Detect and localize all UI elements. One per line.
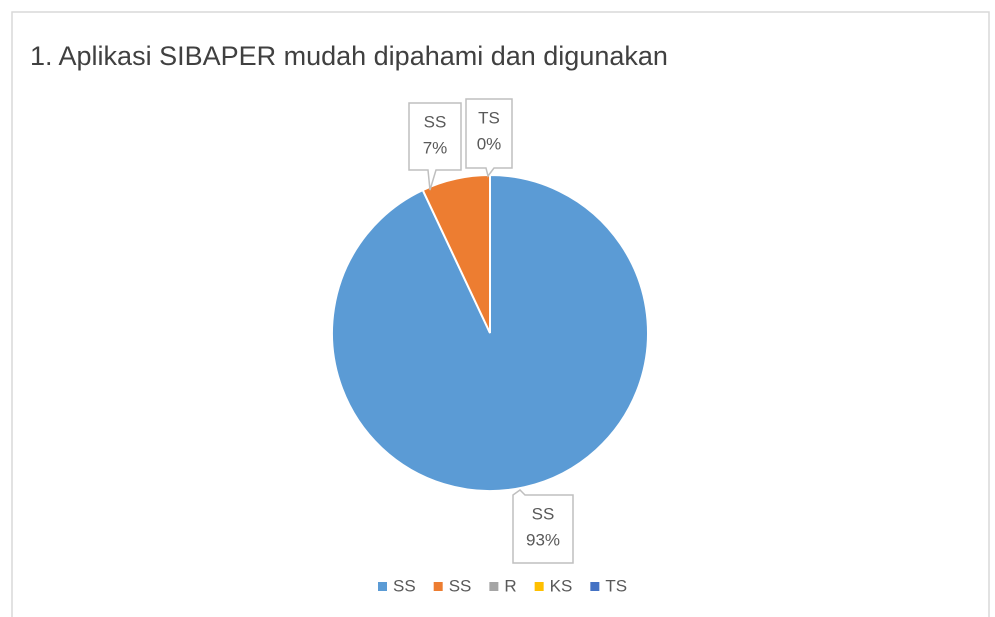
callout-box xyxy=(512,489,574,564)
legend-marker xyxy=(489,582,499,591)
legend-label: SS xyxy=(393,576,416,595)
legend-marker xyxy=(433,582,443,591)
data-label: 93% xyxy=(526,530,560,549)
data-label-category: SS xyxy=(424,112,447,131)
legend-marker xyxy=(590,582,600,591)
data-label-category: TS xyxy=(478,108,500,127)
chart-title: 1. Aplikasi SIBAPER mudah dipahami dan d… xyxy=(30,41,668,71)
legend-label: KS xyxy=(550,576,573,595)
callout-box xyxy=(408,102,462,191)
data-label: 0% xyxy=(477,134,502,153)
legend-label: R xyxy=(504,576,516,595)
legend-marker xyxy=(534,582,544,591)
callout-box xyxy=(465,98,513,178)
data-label: 7% xyxy=(423,138,448,157)
legend-marker xyxy=(378,582,387,591)
legend-label: SS xyxy=(449,576,472,595)
data-label-category: SS xyxy=(532,504,555,523)
legend-label: TS xyxy=(605,576,627,595)
